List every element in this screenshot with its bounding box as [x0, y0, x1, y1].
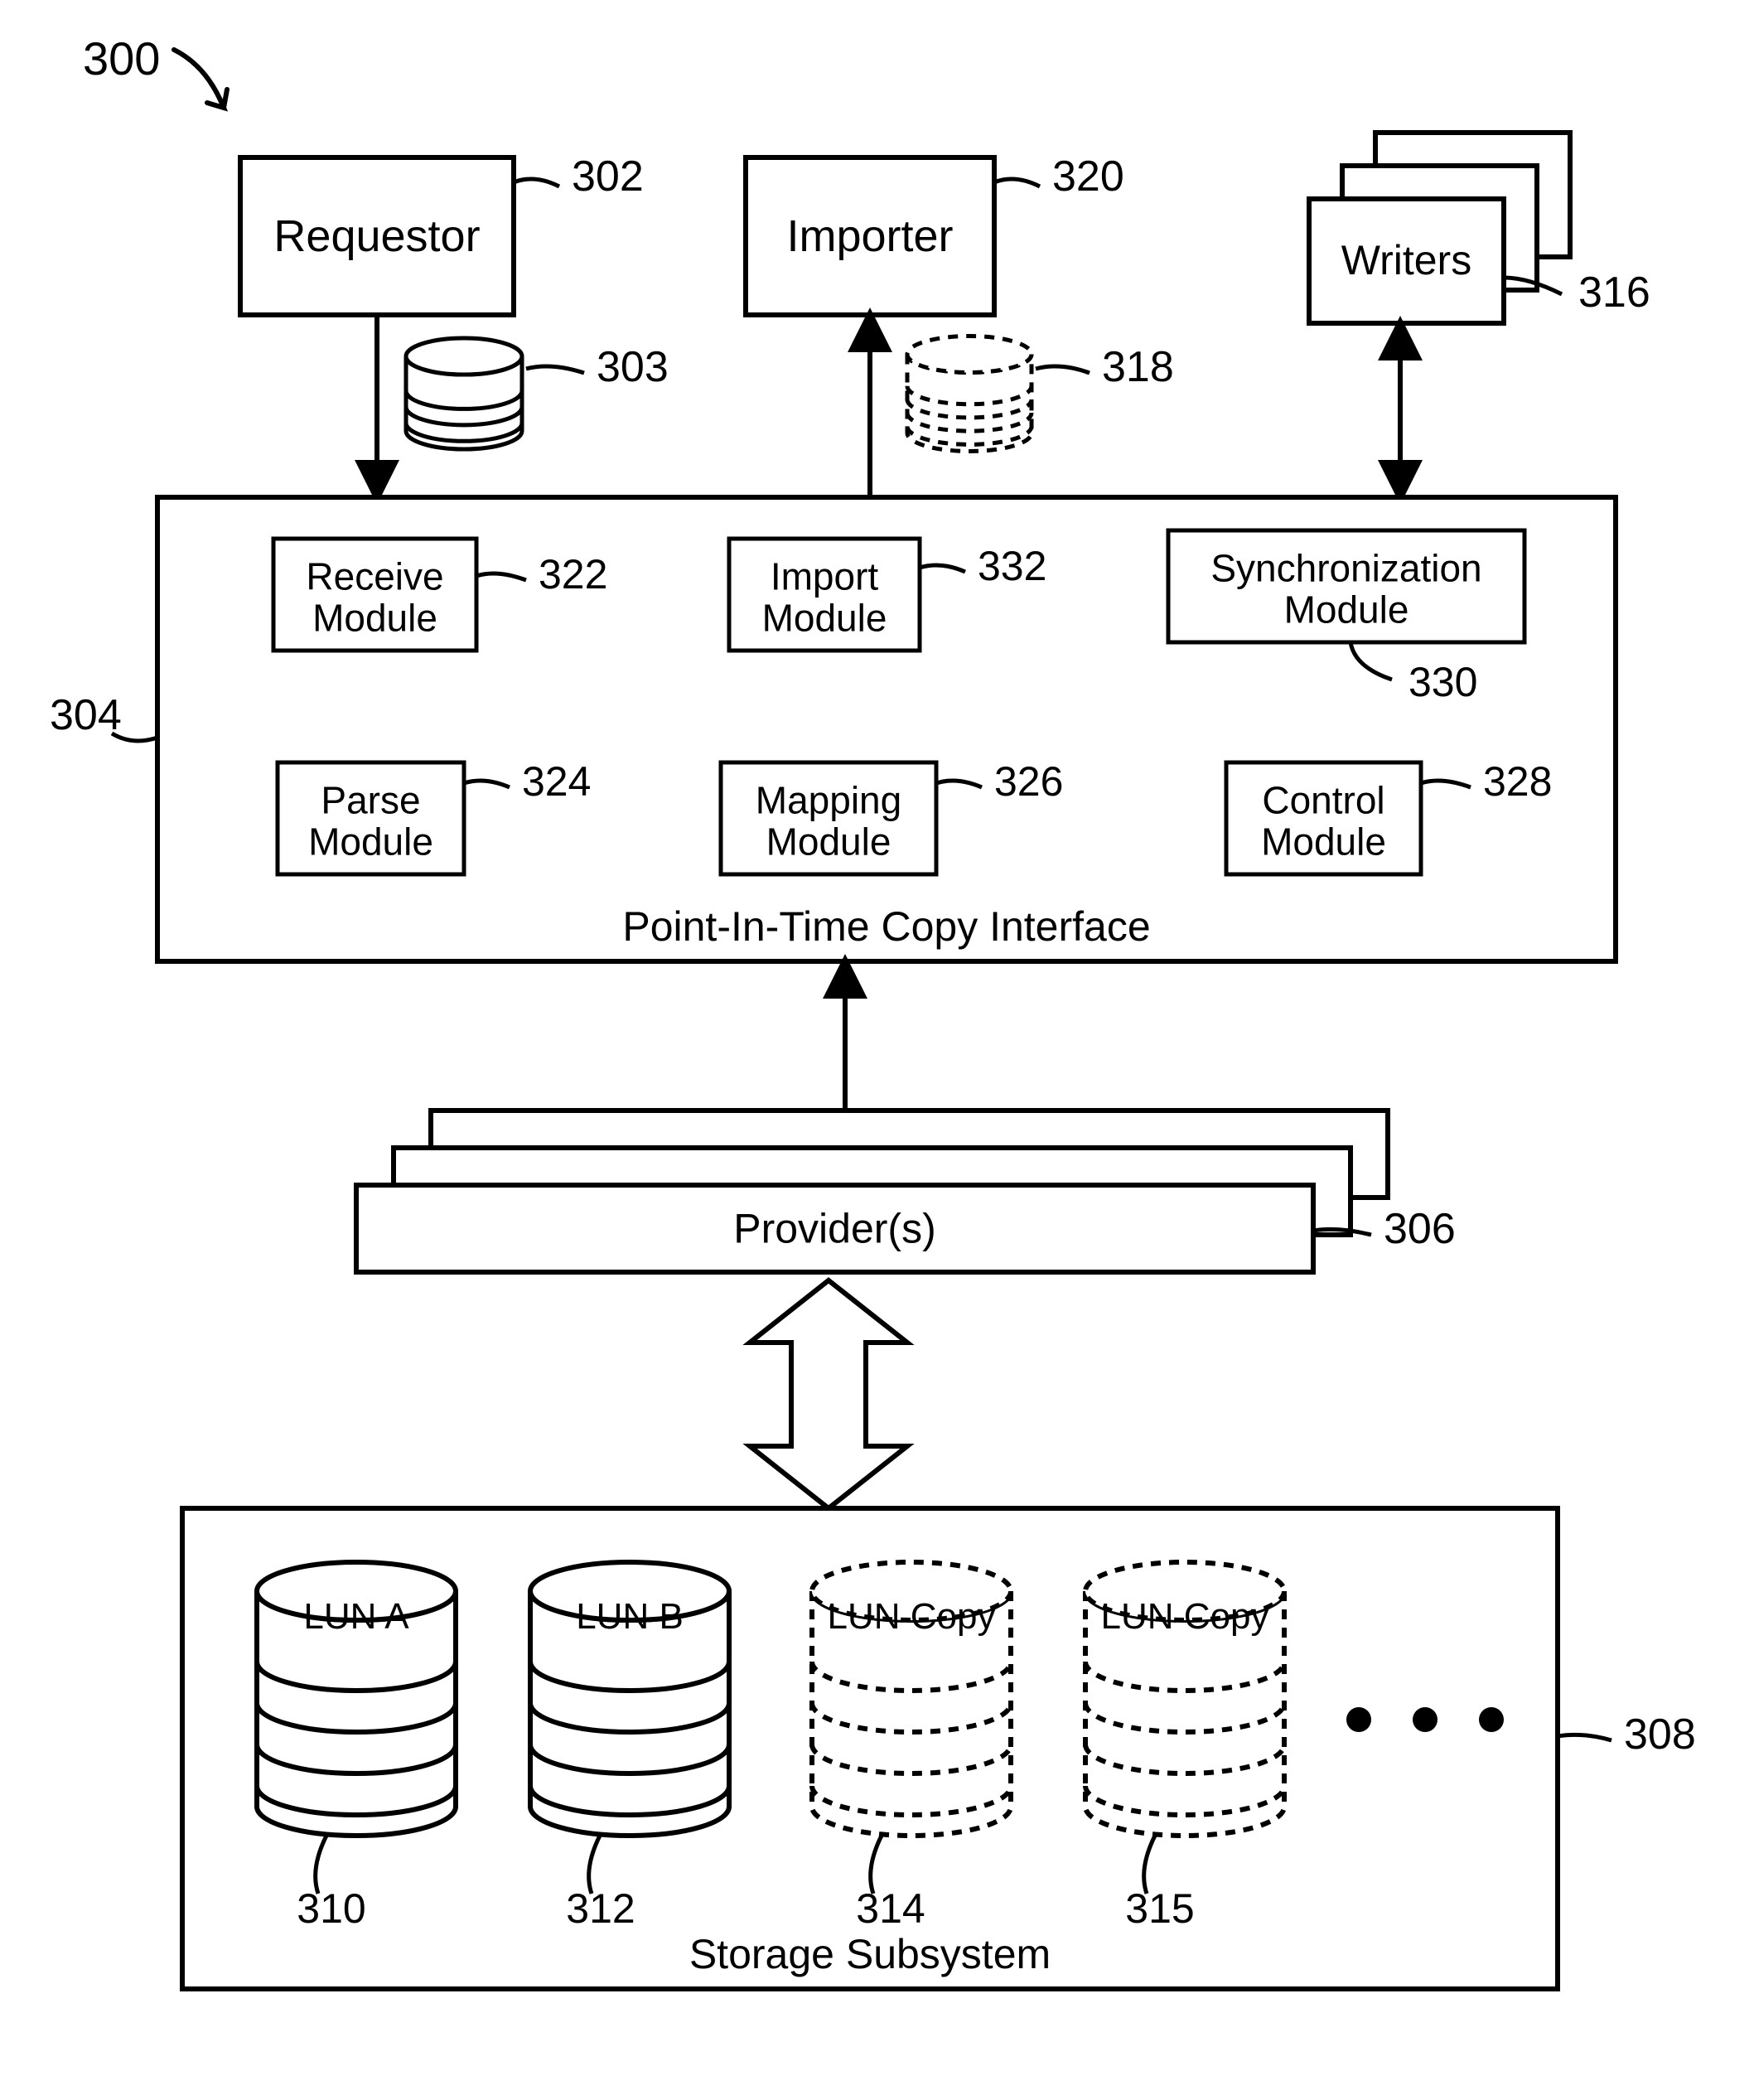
svg-text:Mapping: Mapping	[756, 779, 901, 822]
svg-text:Module: Module	[308, 820, 433, 864]
svg-text:316: 316	[1578, 269, 1650, 317]
svg-text:Storage Subsystem: Storage Subsystem	[689, 1931, 1051, 1977]
svg-text:Receive: Receive	[306, 555, 443, 598]
svg-text:Parse: Parse	[321, 779, 420, 822]
svg-text:LUN Copy: LUN Copy	[828, 1596, 996, 1637]
svg-text:Import: Import	[771, 555, 879, 598]
svg-text:Module: Module	[1261, 820, 1386, 864]
svg-text:318: 318	[1102, 343, 1174, 391]
figure-number: 300	[83, 32, 160, 85]
svg-text:330: 330	[1409, 659, 1477, 705]
svg-text:302: 302	[572, 152, 644, 201]
svg-text:Point-In-Time Copy Interface: Point-In-Time Copy Interface	[622, 903, 1150, 950]
svg-text:304: 304	[50, 691, 122, 739]
svg-text:Writers: Writers	[1341, 237, 1471, 283]
svg-text:Module: Module	[762, 597, 887, 640]
svg-text:LUN Copy: LUN Copy	[1101, 1596, 1269, 1637]
svg-text:Module: Module	[312, 597, 437, 640]
svg-text:Provider(s): Provider(s)	[733, 1206, 935, 1252]
svg-text:332: 332	[978, 543, 1046, 589]
svg-text:Importer: Importer	[786, 211, 953, 261]
svg-text:314: 314	[856, 1885, 925, 1932]
svg-text:310: 310	[297, 1885, 365, 1932]
svg-text:Synchronization: Synchronization	[1210, 547, 1481, 590]
svg-text:315: 315	[1125, 1885, 1194, 1932]
svg-text:326: 326	[994, 758, 1063, 805]
svg-text:312: 312	[566, 1885, 635, 1932]
svg-text:LUN A: LUN A	[303, 1596, 409, 1637]
svg-text:320: 320	[1052, 152, 1124, 201]
svg-text:Requestor: Requestor	[273, 211, 480, 261]
svg-text:Control: Control	[1262, 779, 1384, 822]
svg-text:LUN B: LUN B	[576, 1596, 684, 1637]
svg-text:328: 328	[1483, 758, 1552, 805]
svg-text:306: 306	[1384, 1205, 1456, 1253]
svg-text:Module: Module	[766, 820, 891, 864]
svg-text:324: 324	[522, 758, 591, 805]
svg-text:Module: Module	[1284, 588, 1409, 631]
svg-text:322: 322	[539, 551, 607, 598]
svg-text:308: 308	[1624, 1710, 1696, 1759]
svg-text:303: 303	[597, 343, 669, 391]
